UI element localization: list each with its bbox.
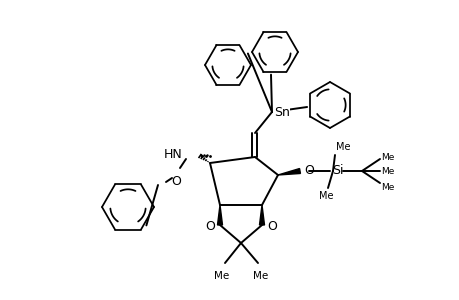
Text: O: O — [267, 220, 276, 233]
Text: Sn: Sn — [274, 106, 289, 119]
Text: Me: Me — [380, 167, 393, 176]
Text: Me: Me — [335, 142, 350, 152]
Text: Me: Me — [318, 191, 332, 201]
Text: HN: HN — [164, 148, 183, 160]
Text: O: O — [303, 164, 313, 176]
Text: Me: Me — [380, 152, 393, 161]
Text: O: O — [205, 220, 214, 233]
Text: Me: Me — [380, 182, 393, 191]
Text: Si: Si — [331, 164, 343, 176]
Text: O: O — [171, 175, 180, 188]
Polygon shape — [277, 169, 300, 175]
Text: Me: Me — [214, 271, 229, 281]
Polygon shape — [217, 205, 222, 225]
Polygon shape — [259, 205, 264, 225]
Text: Me: Me — [253, 271, 268, 281]
